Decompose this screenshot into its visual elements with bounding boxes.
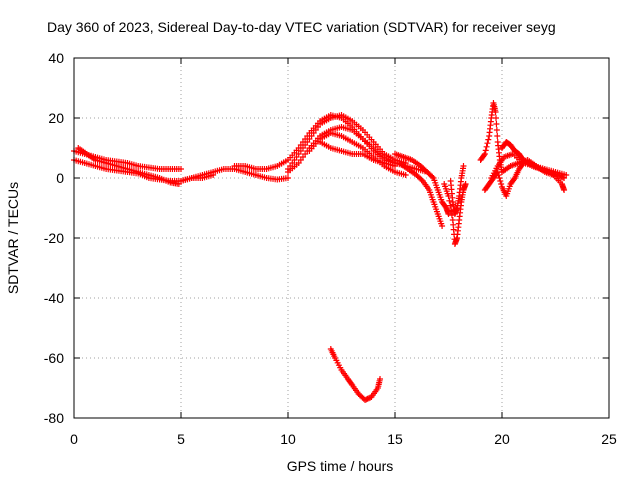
x-tick-label: 5 [177, 431, 185, 447]
x-tick-label: 25 [601, 431, 617, 447]
series-arc-m [441, 181, 469, 247]
y-tick-label: 40 [48, 50, 64, 66]
data-point [445, 211, 452, 217]
data-points [71, 100, 570, 403]
y-tick-label: -20 [44, 230, 64, 246]
series-arc-o [477, 100, 505, 175]
data-point [462, 181, 469, 187]
grid [74, 58, 609, 418]
x-tick-label: 10 [280, 431, 296, 447]
data-point [493, 127, 500, 133]
series-arc-q [499, 139, 568, 181]
data-point [494, 133, 501, 139]
data-point [445, 193, 452, 199]
y-tick-label: 20 [48, 110, 64, 126]
data-point [446, 197, 453, 204]
data-point [460, 163, 467, 169]
data-point [392, 163, 398, 169]
series-arc-c [75, 145, 182, 187]
y-tick-label: -40 [44, 290, 64, 306]
plot-frame [73, 57, 610, 419]
data-point [481, 151, 488, 157]
data-point [482, 147, 489, 154]
y-tick-label: -80 [44, 410, 64, 426]
data-point [481, 152, 488, 159]
y-axis-label: SDTVAR / TECUs [5, 182, 21, 294]
series-arc-j [327, 346, 384, 403]
x-tick-label: 15 [387, 431, 403, 447]
series-arc-p [481, 160, 527, 199]
series-arc-i [317, 139, 398, 169]
series-arc-n [447, 163, 467, 217]
x-ticks: 0 5 10 15 20 25 [70, 58, 617, 447]
data-point [561, 187, 568, 193]
data-point [484, 140, 491, 147]
y-ticks: -80 -60 -40 -20 0 20 40 [44, 50, 609, 426]
data-point [492, 109, 499, 115]
series-arc-s [488, 151, 570, 181]
x-tick-label: 20 [494, 431, 510, 447]
data-point [495, 172, 502, 178]
data-point [497, 178, 504, 184]
data-point [563, 172, 570, 178]
data-point [483, 143, 490, 150]
series-arc-d [178, 166, 291, 184]
series-arc-k [392, 151, 452, 217]
data-point [485, 136, 492, 143]
data-point [447, 202, 454, 209]
data-point [285, 175, 291, 181]
data-point [498, 181, 505, 187]
chart-title: Day 360 of 2023, Sidereal Day-to-day VTE… [47, 19, 556, 35]
data-point [402, 172, 409, 178]
y-tick-label: 0 [56, 170, 64, 186]
data-point [493, 115, 500, 121]
data-point [448, 212, 455, 219]
x-axis-label: GPS time / hours [287, 458, 394, 474]
data-point [439, 223, 446, 229]
series-arc-l [396, 160, 446, 229]
data-point [178, 166, 184, 172]
y-tick-label: -60 [44, 350, 64, 366]
series-arc-a [71, 148, 184, 172]
data-point [429, 173, 436, 180]
data-point [493, 121, 500, 127]
data-point [496, 175, 503, 181]
data-point [377, 376, 384, 382]
x-tick-label: 0 [70, 431, 78, 447]
data-point [448, 207, 455, 214]
